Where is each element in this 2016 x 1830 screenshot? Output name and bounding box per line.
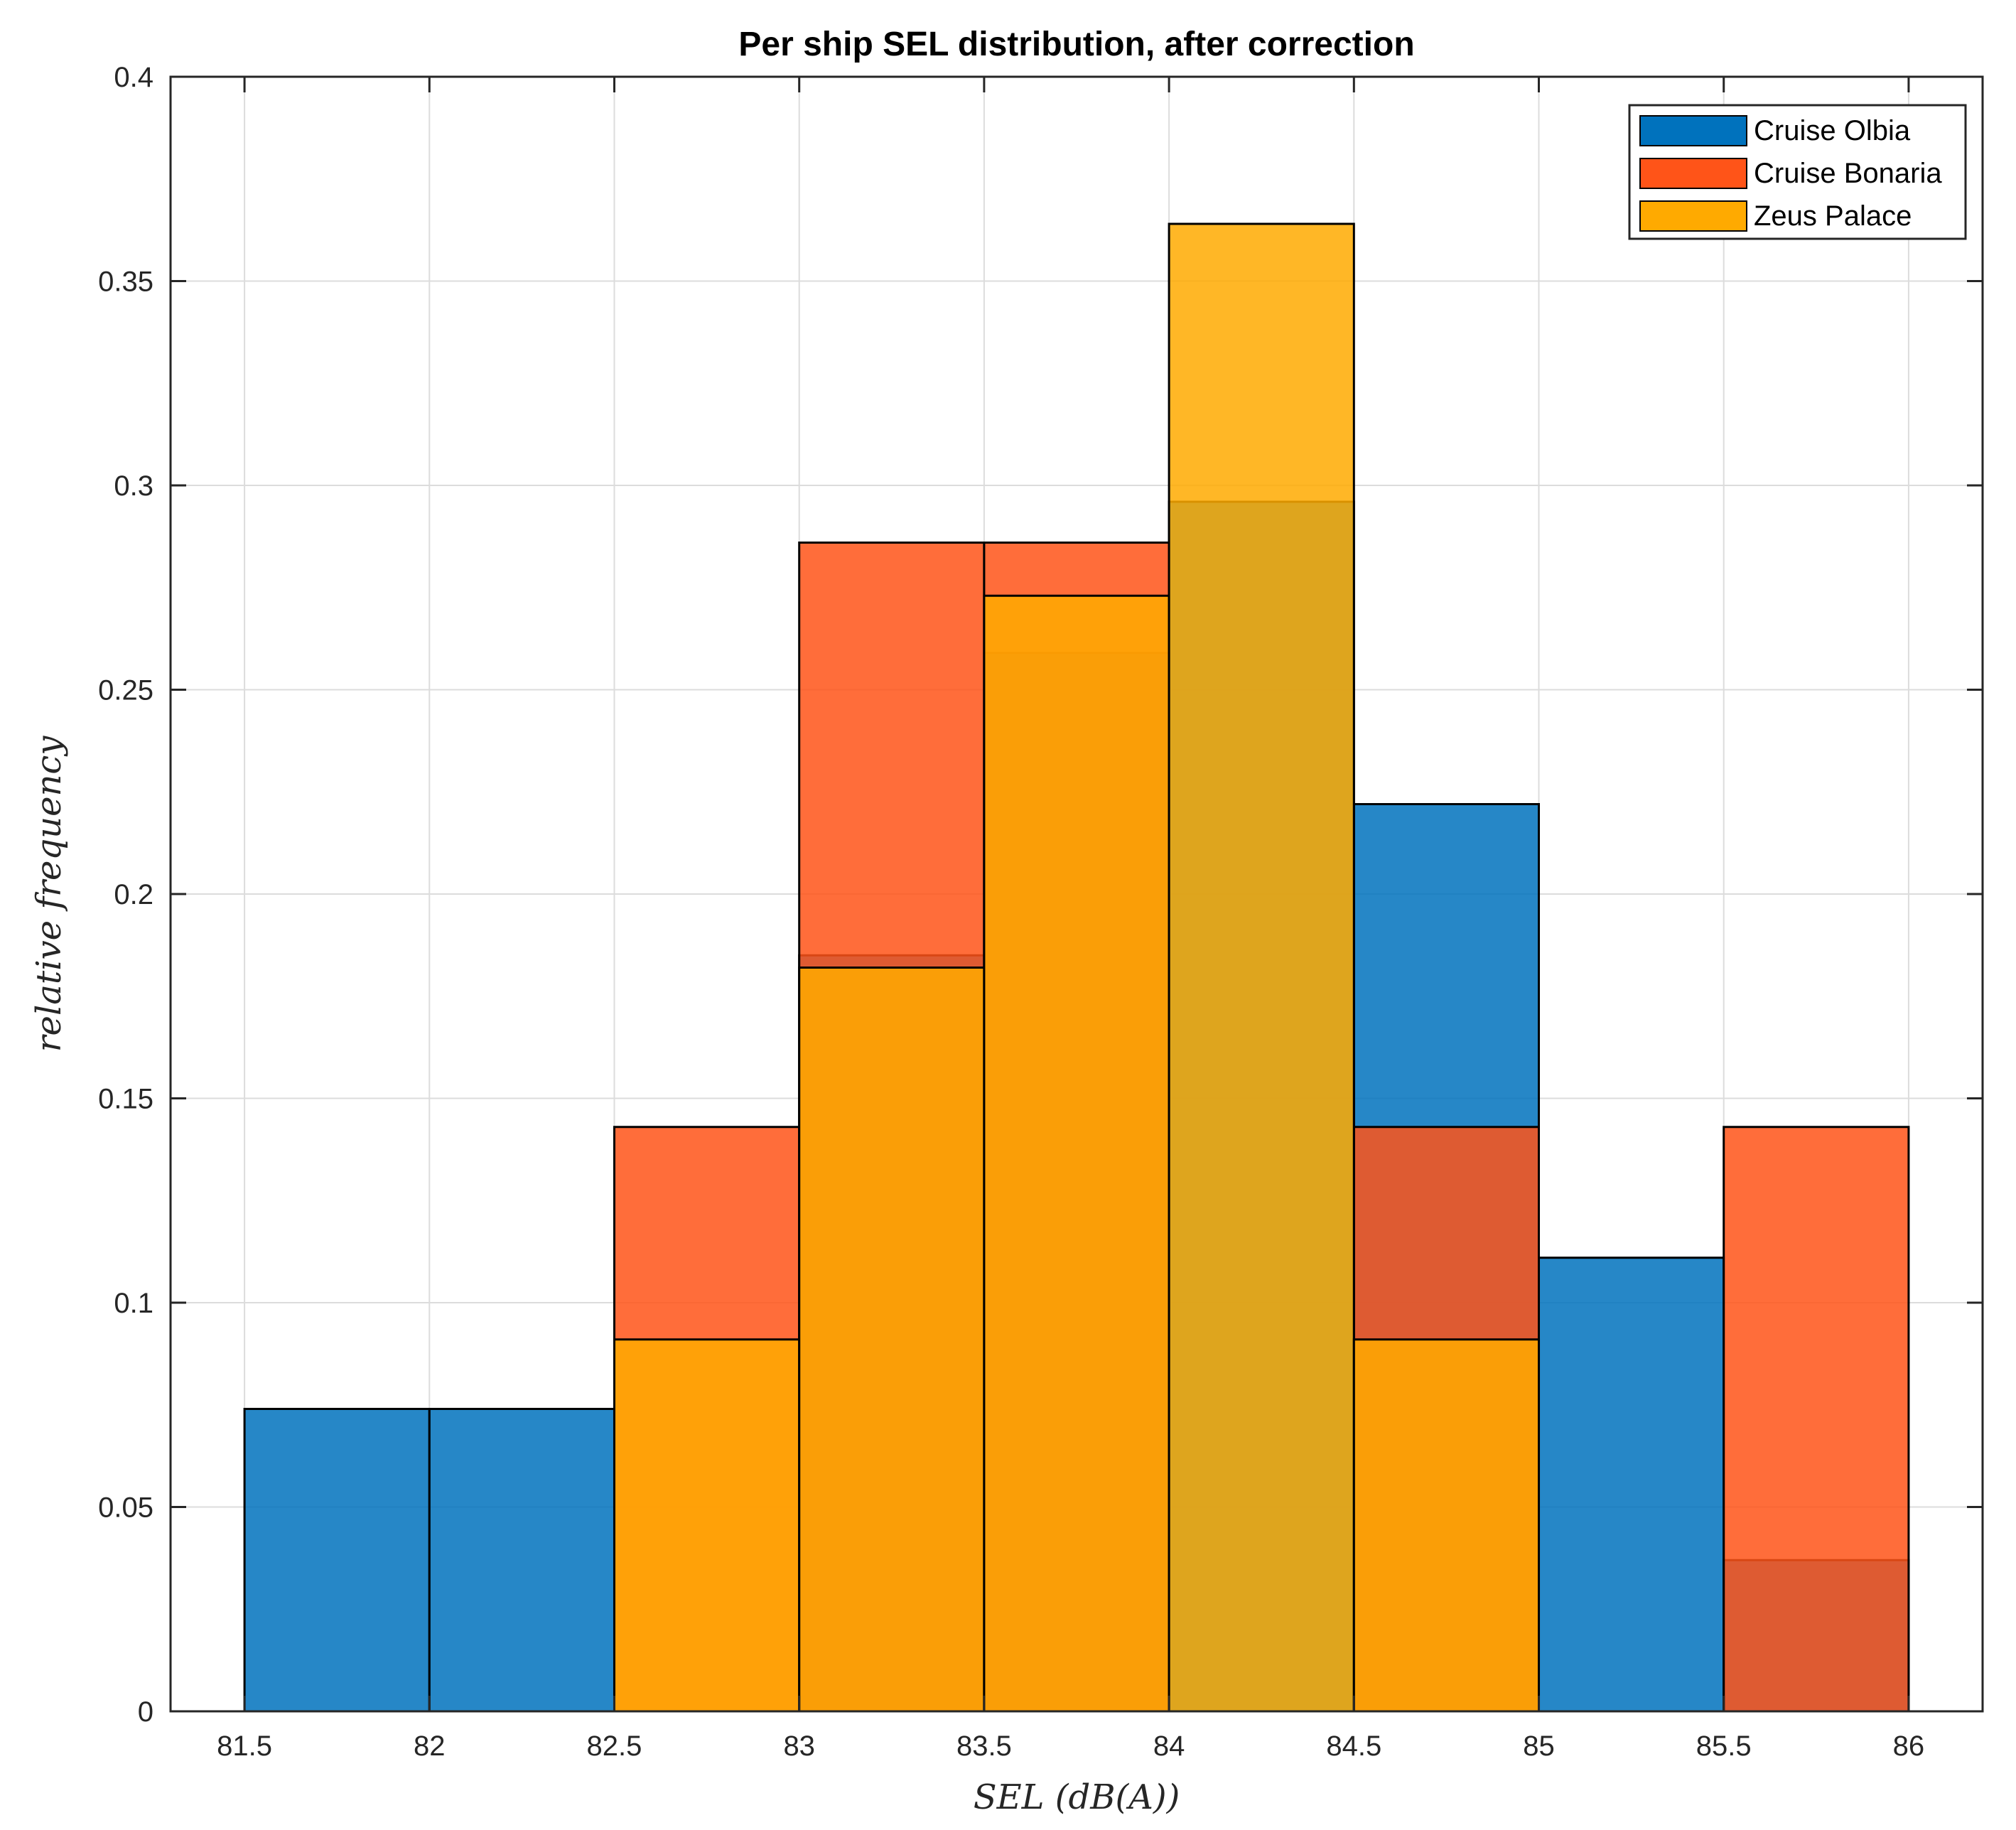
x-tick-label: 84 [1153, 1731, 1185, 1762]
histogram-bar [613, 1338, 801, 1713]
x-tick-label: 84.5 [1326, 1731, 1381, 1762]
histogram-bar [1168, 222, 1355, 1713]
y-tick-label: 0.35 [98, 267, 153, 298]
x-tick-label: 85.5 [1696, 1731, 1752, 1762]
histogram-bar [428, 1408, 615, 1713]
legend-swatch [1639, 115, 1747, 146]
legend-swatch [1639, 200, 1747, 232]
histogram-bar [798, 967, 986, 1713]
legend-swatch [1639, 158, 1747, 189]
y-tick-label: 0.2 [114, 879, 153, 910]
legend: Cruise Olbia Cruise Bonaria Zeus Palace [1628, 104, 1967, 240]
legend-label: Zeus Palace [1754, 200, 1912, 232]
y-axis-label: relative frequency [29, 736, 69, 1053]
x-tick-label: 85 [1523, 1731, 1555, 1762]
chart-title: Per ship SEL distribution, after correct… [738, 26, 1414, 63]
histogram-bar [1538, 1256, 1725, 1713]
histogram-bar [983, 594, 1170, 1713]
y-tick-label: 0 [138, 1696, 153, 1728]
legend-label: Cruise Olbia [1754, 115, 1911, 146]
histogram-bar [1723, 1126, 1910, 1713]
x-tick-label: 81.5 [217, 1731, 272, 1762]
x-tick-label: 83 [783, 1731, 815, 1762]
legend-label: Cruise Bonaria [1754, 158, 1942, 189]
x-tick-label: 82 [414, 1731, 446, 1762]
y-tick-label: 0.05 [98, 1492, 153, 1524]
y-tick-label: 0.15 [98, 1084, 153, 1115]
histogram-bar [1352, 1338, 1541, 1713]
y-tick-label: 0.4 [114, 62, 153, 93]
histogram-bars [243, 222, 1910, 1713]
x-tick-label: 83.5 [956, 1731, 1012, 1762]
y-tick-label: 0.25 [98, 675, 153, 706]
x-axis-label: SEL (dB(A)) [974, 1777, 1180, 1817]
axis-ticks: 81.5 82 82.5 83 83.5 84 84.5 85 85.5 86 0 0.05 0.1 0.… [98, 62, 1983, 1762]
y-tick-label: 0.1 [114, 1288, 153, 1319]
histogram-bar [243, 1408, 431, 1713]
x-tick-label: 82.5 [587, 1731, 642, 1762]
x-tick-label: 86 [1893, 1731, 1925, 1762]
y-tick-label: 0.3 [114, 470, 153, 502]
